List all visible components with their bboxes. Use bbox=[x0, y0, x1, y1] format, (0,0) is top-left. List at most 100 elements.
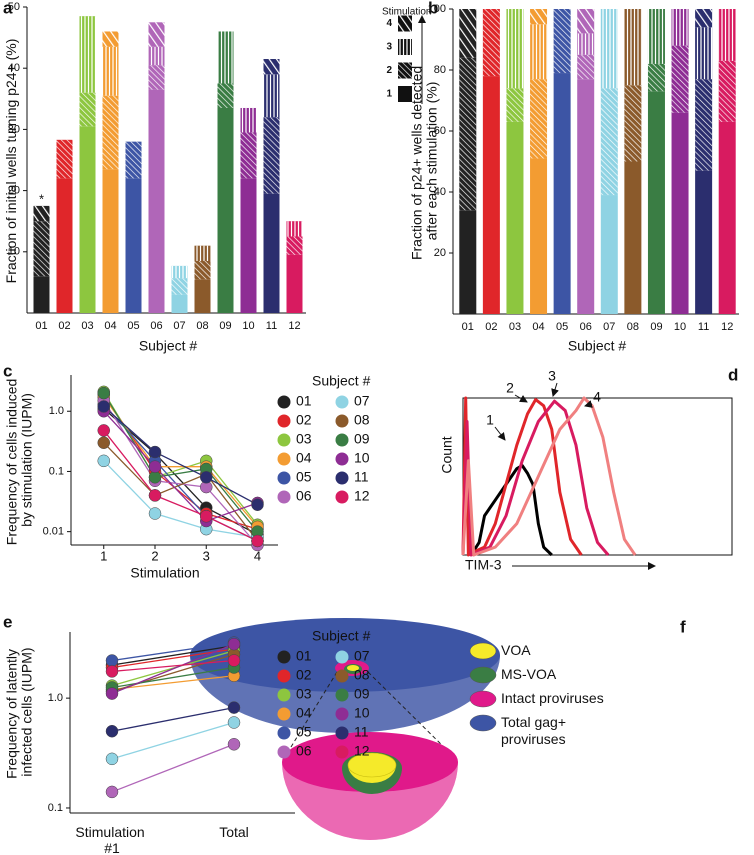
curve-label: 3 bbox=[548, 368, 556, 384]
legend-marker bbox=[335, 707, 349, 721]
x-axis-label: Stimulation bbox=[130, 565, 199, 581]
point bbox=[200, 510, 213, 523]
legend-label: 07 bbox=[354, 648, 370, 664]
point bbox=[227, 738, 241, 751]
x-tick-label: 04 bbox=[104, 320, 116, 332]
legend-label: 04 bbox=[296, 450, 312, 466]
x-tick-label: 08 bbox=[196, 320, 208, 332]
series-line bbox=[103, 405, 258, 506]
x-tick-label: 02 bbox=[485, 321, 497, 333]
bar-segment bbox=[718, 121, 736, 314]
hatch bbox=[600, 9, 618, 89]
legend-marker bbox=[335, 490, 349, 504]
legend-label: 02 bbox=[296, 667, 312, 683]
x-tick-label: 10 bbox=[674, 321, 686, 333]
x-tick-label: 04 bbox=[532, 321, 544, 333]
zoom-line bbox=[282, 671, 338, 761]
histogram-curve bbox=[461, 399, 610, 557]
hatch bbox=[263, 117, 280, 194]
y-axis-label: Fraction of initial wells turning p24+ (… bbox=[3, 39, 19, 284]
hatch bbox=[530, 24, 548, 80]
hatch bbox=[148, 65, 165, 90]
y-tick-label: 80 bbox=[434, 64, 446, 76]
hatch bbox=[577, 9, 595, 34]
bar-segment bbox=[624, 161, 642, 314]
legend-marker bbox=[277, 745, 291, 759]
legend-marker bbox=[277, 490, 291, 504]
hatch bbox=[171, 265, 188, 279]
x-tick-label: 02 bbox=[58, 320, 70, 332]
x-tick-label: 05 bbox=[556, 321, 568, 333]
y-axis-label: Fraction of p24+ wells detected after ea… bbox=[408, 62, 439, 260]
x-tick-label: 08 bbox=[627, 321, 639, 333]
point bbox=[227, 716, 241, 729]
legend-label: 11 bbox=[354, 724, 369, 740]
point bbox=[227, 701, 241, 714]
bar-segment bbox=[194, 279, 211, 313]
curve-label: 1 bbox=[486, 412, 494, 428]
legend-label: 4 bbox=[386, 18, 392, 29]
bar-segment bbox=[459, 210, 477, 314]
hatch bbox=[506, 88, 524, 122]
hatch bbox=[624, 85, 642, 162]
x-tick-label: 3 bbox=[203, 548, 210, 563]
bar-segment bbox=[671, 112, 689, 314]
hatch bbox=[240, 132, 257, 179]
hatch bbox=[398, 15, 412, 32]
bar-segment bbox=[286, 254, 303, 313]
bar-segment bbox=[102, 169, 119, 313]
series-line bbox=[111, 675, 235, 691]
hatch bbox=[530, 79, 548, 159]
legend-title: Subject # bbox=[312, 373, 371, 389]
hatch bbox=[171, 278, 188, 295]
legend-marker bbox=[277, 650, 291, 664]
y-tick-label: 0.01 bbox=[43, 526, 64, 538]
bar-segment bbox=[553, 73, 571, 314]
x-tick-label: 01 bbox=[462, 321, 474, 333]
legend-label: 03 bbox=[296, 431, 312, 447]
bar-segment bbox=[125, 178, 142, 313]
hatch bbox=[286, 236, 303, 255]
legend-marker bbox=[335, 726, 349, 740]
legend-marker bbox=[335, 452, 349, 466]
legend-swatch bbox=[469, 714, 497, 732]
hatch bbox=[102, 46, 119, 96]
legend-label: MS-VOA bbox=[501, 666, 557, 682]
curve-label-arrow bbox=[494, 426, 506, 441]
point bbox=[200, 471, 213, 484]
legend-label: 09 bbox=[354, 431, 370, 447]
x-tick-label: 06 bbox=[150, 320, 162, 332]
point bbox=[97, 400, 110, 413]
point bbox=[148, 460, 162, 473]
hatch bbox=[286, 221, 303, 237]
series-line bbox=[103, 396, 258, 528]
curve-label-arrow bbox=[514, 394, 528, 403]
y-tick-label: 0.1 bbox=[48, 802, 63, 814]
legend-marker bbox=[277, 669, 291, 683]
bar-segment bbox=[600, 195, 618, 314]
legend-label: 12 bbox=[354, 488, 370, 504]
x-tick-label: 09 bbox=[219, 320, 231, 332]
legend-label: 01 bbox=[296, 393, 312, 409]
point bbox=[105, 752, 119, 766]
series-line bbox=[103, 410, 258, 522]
curve-label: 2 bbox=[506, 380, 514, 396]
series-line bbox=[103, 392, 259, 533]
bar-segment bbox=[56, 178, 73, 313]
point bbox=[227, 654, 241, 667]
curve-label-arrow bbox=[551, 382, 559, 397]
small-voa bbox=[347, 665, 359, 671]
legend-label: 11 bbox=[354, 469, 369, 485]
hatch bbox=[647, 63, 665, 92]
legend-swatch bbox=[469, 642, 497, 660]
legend-title: Stimulation bbox=[382, 7, 431, 18]
legend-label: VOA bbox=[501, 642, 531, 658]
series-line bbox=[103, 430, 258, 542]
legend-marker bbox=[277, 726, 291, 740]
legend-swatch bbox=[469, 666, 497, 684]
series-line bbox=[103, 460, 258, 539]
bar-segment bbox=[482, 76, 500, 314]
legend-label: 03 bbox=[296, 686, 312, 702]
hatch bbox=[102, 95, 119, 170]
